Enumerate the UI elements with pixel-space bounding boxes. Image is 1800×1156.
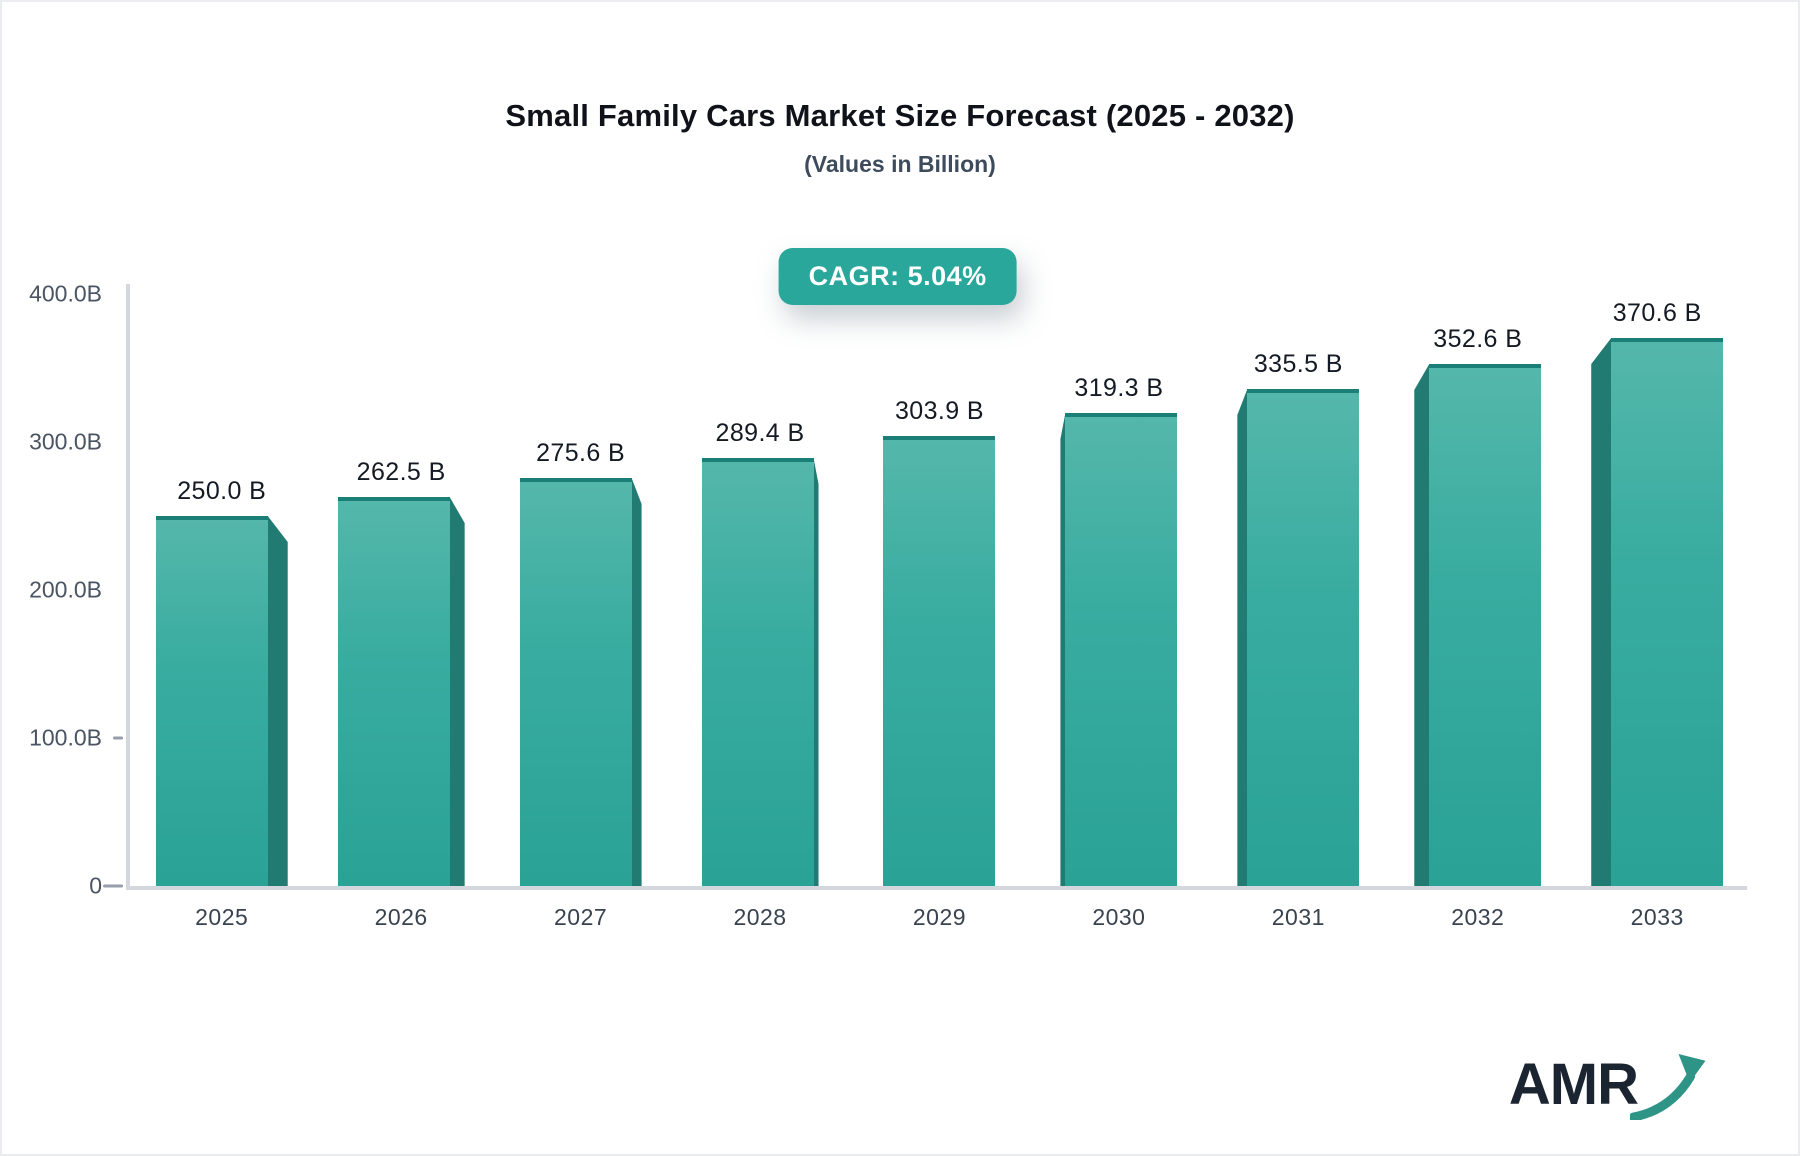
x-axis-category-label: 2031 xyxy=(1271,904,1325,930)
bar-value-label: 352.6 B xyxy=(1433,325,1523,353)
chart-subtitle: (Values in Billion) xyxy=(804,151,996,177)
bar-face xyxy=(1611,338,1724,886)
bar-column: 370.6 B xyxy=(1568,299,1747,886)
y-axis-tick-label: 200.0B xyxy=(29,576,102,603)
bar-face xyxy=(155,516,268,886)
bar-value-label: 303.9 B xyxy=(894,397,984,425)
plot-area: 400.0B 300.0B 200.0B 100.0B 0 250.0 B 262.5 B… xyxy=(29,281,1747,930)
y-axis-tick-label: 100.0B xyxy=(29,724,102,751)
bar xyxy=(1060,413,1178,886)
x-axis-category-label: 2027 xyxy=(554,904,608,930)
bar-column: 289.4 B xyxy=(670,419,849,886)
bar-face xyxy=(701,458,814,886)
bar-face xyxy=(1247,389,1360,886)
bar-column: 303.9 B xyxy=(850,397,1029,886)
bar xyxy=(701,458,819,886)
bar-column: 319.3 B xyxy=(1029,374,1208,886)
bar-value-label: 335.5 B xyxy=(1253,350,1343,378)
bar-side-3d xyxy=(1591,338,1612,886)
bar-face xyxy=(337,497,450,886)
x-axis-category-label: 2032 xyxy=(1451,904,1505,930)
bar xyxy=(1237,389,1360,886)
x-axis-category-label: 2026 xyxy=(374,904,428,930)
y-axis-tick xyxy=(103,884,123,888)
bars-row: 250.0 B 262.5 B 275.6 B 289.4 B 303.9 B 319.3… xyxy=(132,294,1747,886)
bar-column: 275.6 B xyxy=(491,439,670,886)
y-axis-tick-label: 400.0B xyxy=(29,280,102,307)
bar-side-3d xyxy=(631,478,642,886)
bar-value-label: 319.3 B xyxy=(1074,374,1164,402)
bar-value-label: 250.0 B xyxy=(177,477,267,505)
bar xyxy=(1414,364,1542,886)
bar-side-3d xyxy=(1414,364,1430,886)
bar-side-3d xyxy=(267,516,288,886)
x-axis-category-label: 2030 xyxy=(1092,904,1146,930)
x-axis-category-label: 2028 xyxy=(733,904,787,930)
bar-side-3d xyxy=(813,458,819,886)
trend-up-arrow-icon xyxy=(1630,1053,1706,1120)
amr-logo: AMR xyxy=(1508,1051,1706,1120)
bar-face xyxy=(883,436,996,886)
bar-value-label: 262.5 B xyxy=(356,458,446,486)
bar-column: 262.5 B xyxy=(311,458,490,886)
bar-face xyxy=(1065,413,1178,886)
y-axis-tick xyxy=(113,736,123,740)
amr-logo-text: AMR xyxy=(1508,1052,1639,1117)
bar-column: 250.0 B xyxy=(132,477,311,886)
bar-value-label: 370.6 B xyxy=(1612,299,1702,327)
bar xyxy=(337,497,465,886)
cagr-badge: CAGR: 5.04% xyxy=(778,248,1017,305)
bar-face xyxy=(1429,364,1542,886)
bar-side-3d xyxy=(449,497,465,886)
bar-value-label: 275.6 B xyxy=(536,439,626,467)
bar-column: 352.6 B xyxy=(1388,325,1567,886)
bar xyxy=(1591,338,1724,886)
bar-value-label: 289.4 B xyxy=(715,419,805,447)
x-axis-baseline xyxy=(126,886,1747,890)
y-axis xyxy=(126,284,130,886)
bar xyxy=(883,436,996,886)
bar-side-3d xyxy=(1060,413,1066,886)
bar-face xyxy=(519,478,632,886)
x-axis-category-label: 2025 xyxy=(195,904,249,930)
y-axis-tick-label: 300.0B xyxy=(29,428,102,455)
y-axis-tick-label: 0 xyxy=(89,872,102,899)
bar-column: 335.5 B xyxy=(1209,350,1388,886)
bar-side-3d xyxy=(1237,389,1248,886)
bar xyxy=(155,516,288,886)
x-axis-category-label: 2029 xyxy=(912,904,967,930)
x-axis-labels: 2025 2026 2027 2028 2029 2030 2031 2032 2033 xyxy=(132,904,1747,931)
bar xyxy=(519,478,642,886)
x-axis-category-label: 2033 xyxy=(1630,904,1684,930)
chart-title: Small Family Cars Market Size Forecast (… xyxy=(505,98,1295,133)
